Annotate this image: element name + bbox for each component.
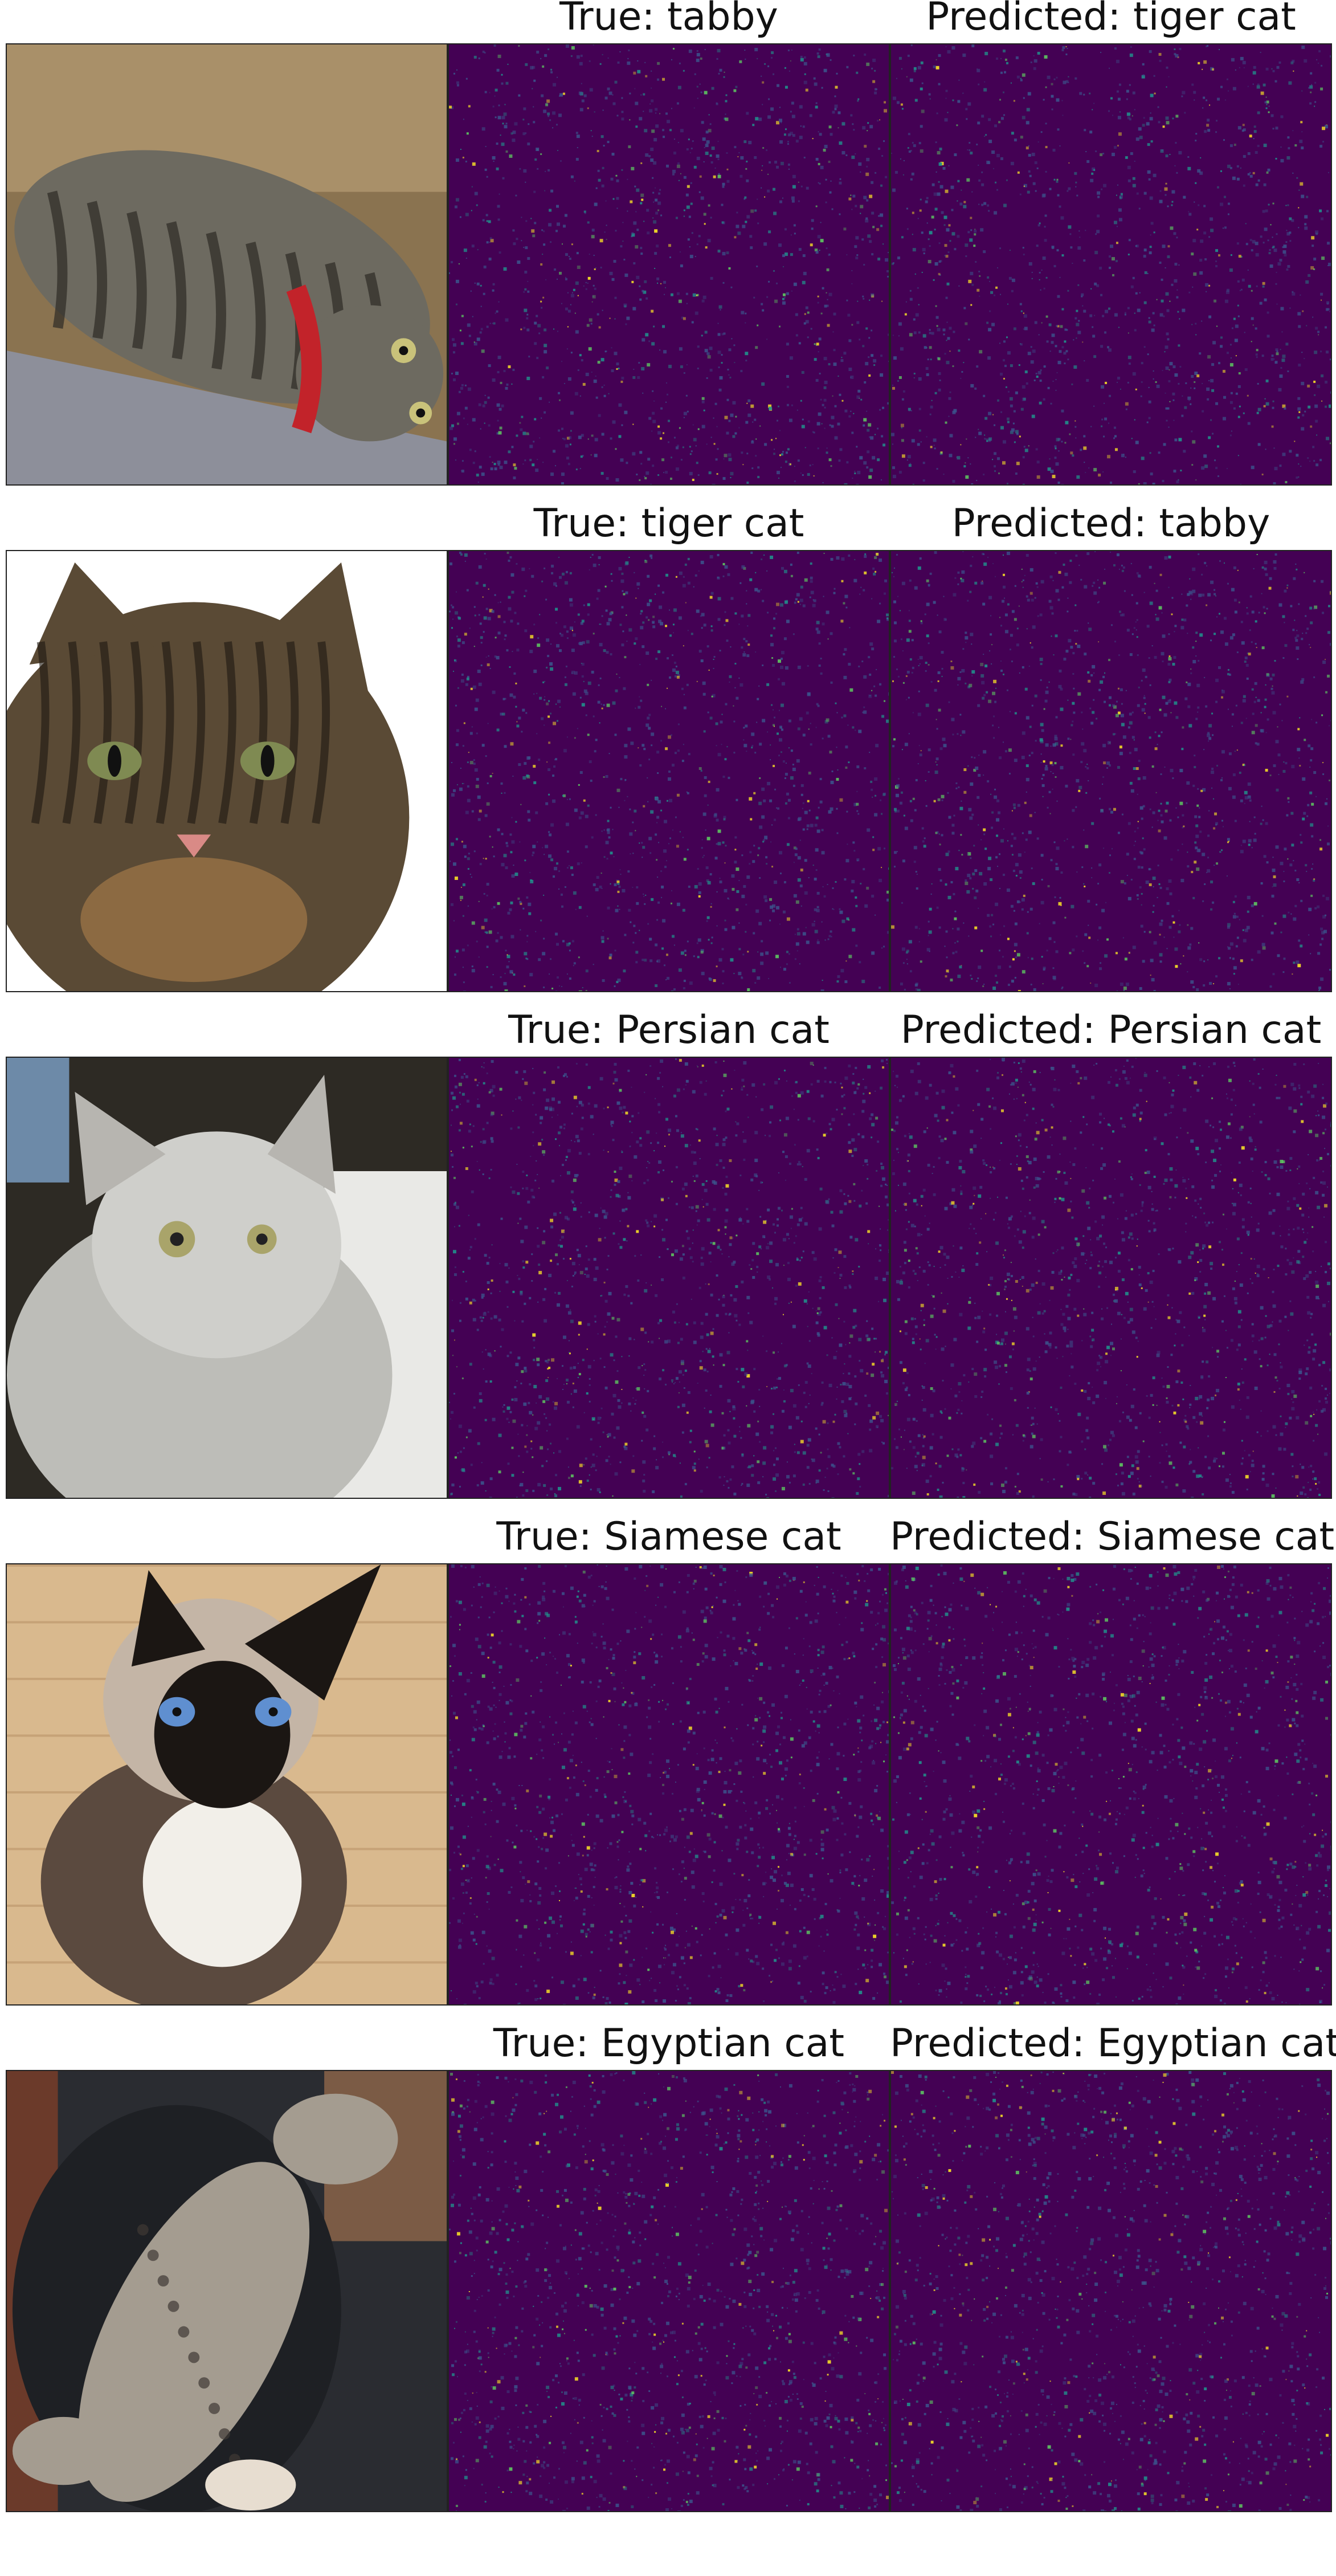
attention-heatmap-true-graphic bbox=[449, 551, 889, 991]
attention-heatmap-predicted bbox=[890, 1563, 1332, 2006]
cat-photo bbox=[6, 1563, 448, 2006]
attention-heatmap-true-graphic bbox=[449, 1058, 889, 1498]
cat-photo-graphic bbox=[7, 1564, 447, 2004]
predicted-label-title: Predicted: tiger cat bbox=[890, 0, 1332, 40]
attention-heatmap-true bbox=[448, 1057, 890, 1499]
attention-heatmap-true bbox=[448, 2070, 890, 2512]
true-label-title: True: Persian cat bbox=[448, 1008, 890, 1053]
cat-photo bbox=[6, 1057, 448, 1499]
cat-photo bbox=[6, 550, 448, 992]
attention-heatmap-true bbox=[448, 550, 890, 992]
attention-heatmap-predicted bbox=[890, 1057, 1332, 1499]
true-label-title: True: Egyptian cat bbox=[448, 2021, 890, 2066]
predicted-label-title: Predicted: Siamese cat bbox=[890, 1514, 1332, 1560]
attention-heatmap-true-graphic bbox=[449, 44, 889, 484]
attention-heatmap-predicted bbox=[890, 550, 1332, 992]
cat-photo-graphic bbox=[7, 44, 447, 484]
true-label-title: True: Siamese cat bbox=[448, 1514, 890, 1560]
attention-heatmap-predicted-graphic bbox=[891, 551, 1331, 991]
cat-photo-graphic bbox=[7, 551, 447, 991]
attention-heatmap-true-graphic bbox=[449, 2071, 889, 2511]
cat-photo bbox=[6, 43, 448, 486]
attention-heatmap-predicted bbox=[890, 43, 1332, 486]
attention-heatmap-predicted-graphic bbox=[891, 2071, 1331, 2511]
predicted-label-title: Predicted: tabby bbox=[890, 501, 1332, 547]
true-label-title: True: tabby bbox=[448, 0, 890, 40]
predicted-label-title: Predicted: Egyptian cat bbox=[890, 2021, 1332, 2066]
attention-heatmap-true bbox=[448, 43, 890, 486]
cat-photo bbox=[6, 2070, 448, 2512]
attention-heatmap-true bbox=[448, 1563, 890, 2006]
cat-photo-graphic bbox=[7, 2071, 447, 2511]
cat-photo-graphic bbox=[7, 1058, 447, 1498]
attention-heatmap-predicted-graphic bbox=[891, 1058, 1331, 1498]
predicted-label-title: Predicted: Persian cat bbox=[890, 1008, 1332, 1053]
attention-heatmap-true-graphic bbox=[449, 1564, 889, 2004]
attention-heatmap-predicted-graphic bbox=[891, 44, 1331, 484]
true-label-title: True: tiger cat bbox=[448, 501, 890, 547]
attention-heatmap-predicted bbox=[890, 2070, 1332, 2512]
attention-heatmap-predicted-graphic bbox=[891, 1564, 1331, 2004]
